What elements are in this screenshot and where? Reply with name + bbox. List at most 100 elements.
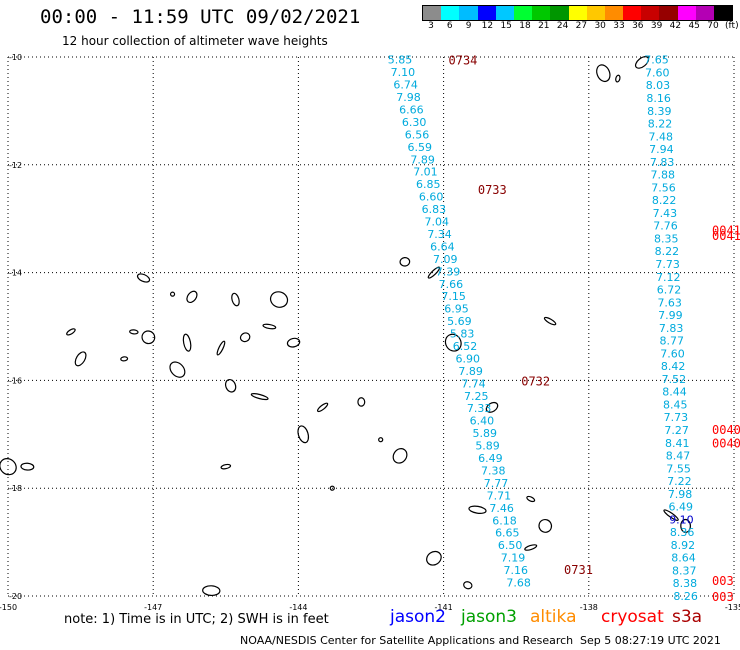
colorbar-swatch: [459, 6, 478, 20]
island-outline: [186, 290, 198, 304]
island-outline: [634, 55, 650, 69]
island-outline: [129, 329, 139, 335]
colorbar-swatch: [659, 6, 678, 20]
island-outline: [220, 463, 232, 470]
swh-value: 7.25: [464, 390, 489, 403]
island-outline: [120, 356, 129, 362]
colorbar-tick: 24: [556, 21, 569, 31]
swh-value: 8.16: [646, 92, 671, 105]
island-outline: [543, 316, 557, 326]
colorbar-swatch: [441, 6, 460, 20]
time-label: 0040: [712, 436, 740, 450]
swh-value: 7.38: [481, 464, 506, 477]
swh-value: 7.89: [410, 153, 435, 166]
colorbar-tick: 12: [481, 21, 494, 31]
swh-value: 6.40: [470, 415, 495, 428]
colorbar-tick: 30: [594, 21, 606, 31]
colorbar-swatch: [532, 6, 551, 20]
swh-value: 7.48: [648, 130, 673, 143]
island-outline: [74, 351, 87, 367]
colorbar-swatch: [641, 6, 660, 20]
island-outline: [399, 257, 411, 267]
swh-value: 8.44: [662, 386, 687, 399]
time-label: 0732: [521, 374, 550, 388]
swh-value: 8.64: [671, 552, 696, 565]
island-outline: [20, 462, 35, 471]
generated-timestamp: Sep 5 08:27:19 UTC 2021: [580, 634, 721, 647]
colorbar-swatch: [586, 6, 605, 20]
swh-value: 6.85: [416, 178, 441, 191]
swh-value: 5.83: [450, 328, 475, 341]
swh-value: 7.77: [484, 477, 509, 490]
swh-value: 7.09: [433, 253, 458, 266]
island-outline: [262, 323, 277, 330]
colorbar-tick: 6: [446, 21, 453, 31]
swh-value: 8.45: [663, 398, 688, 411]
swh-value: 7.60: [645, 66, 670, 79]
swh-value: 6.18: [492, 514, 517, 527]
colorbar-tick-labels: 3 6 9 12 15 18 21 24 27 30 33 36 39 42 45 70 (ft): [422, 21, 740, 33]
swh-value: 8.41: [665, 437, 690, 450]
colorbar-swatch: [568, 6, 587, 20]
credit-line: NOAA/NESDIS Center for Satellite Applica…: [240, 634, 574, 647]
swh-value: 7.83: [650, 156, 675, 169]
swh-value: 7.33: [467, 402, 492, 415]
swh-value: 6.72: [657, 284, 682, 297]
colorbar-tick: (ft): [725, 21, 739, 31]
swh-value: 8.38: [673, 577, 698, 590]
swh-value: 5.89: [475, 440, 500, 453]
map-grid: [7, 56, 735, 597]
legend-s3a: s3a: [672, 607, 703, 627]
swh-value: 8.37: [672, 564, 697, 577]
island-outline: [286, 337, 301, 348]
island-outline: [615, 74, 621, 83]
island-outline: [392, 448, 408, 464]
swh-value: 7.22: [667, 475, 692, 488]
island-outline: [538, 518, 553, 533]
swh-value: 7.63: [657, 296, 682, 309]
colorbar-swatch: [677, 6, 696, 20]
island-outline: [663, 509, 679, 521]
swh-value: 6.65: [495, 527, 520, 540]
island-outline: [485, 401, 499, 413]
altimeter-tracks: 5.857.106.747.986.666.306.566.597.897.01…: [388, 54, 740, 604]
swh-value: 8.35: [654, 232, 679, 245]
colorbar-tick: 45: [688, 21, 700, 31]
swh-value: 8.39: [647, 105, 672, 118]
swh-value: 8.22: [655, 245, 680, 258]
colorbar-swatch: [423, 6, 442, 20]
island-outline: [250, 393, 269, 401]
swh-value: 7.89: [458, 365, 483, 378]
swh-value: 8.36: [670, 526, 695, 539]
swh-value: 7.98: [396, 91, 421, 104]
time-label: 003: [712, 590, 734, 604]
time-label: 0041: [712, 229, 740, 243]
swh-value: 7.19: [501, 552, 526, 565]
colorbar-tick: 70: [707, 21, 719, 31]
swh-value: 7.65: [644, 54, 669, 67]
island-outline: [316, 402, 329, 413]
swh-value: 7.04: [424, 216, 449, 229]
time-label: 0734: [449, 54, 478, 68]
units-note: note: 1) Time is in UTC; 2) SWH is in fe…: [64, 612, 329, 627]
swh-value: 7.16: [504, 564, 529, 577]
swh-value: 7.15: [441, 290, 466, 303]
swh-value: 8.22: [652, 194, 677, 207]
swh-value: 5.85: [388, 54, 413, 67]
colorbar-swatch: [714, 6, 733, 20]
swh-value: 7.34: [427, 228, 452, 241]
lon-label: -138: [580, 603, 598, 612]
swh-value: 7.73: [664, 411, 689, 424]
colorbar-tick: 15: [500, 21, 512, 31]
swh-value: 7.66: [439, 278, 464, 291]
swh-value: 6.64: [430, 240, 455, 253]
swh-value: 6.30: [402, 116, 427, 129]
swh-value: 6.59: [408, 141, 433, 154]
colorbar-swatch: [695, 6, 714, 20]
time-label: 003: [712, 574, 734, 588]
swh-value: 7.98: [668, 488, 693, 501]
swh-value: 7.73: [655, 258, 680, 271]
island-outline: [526, 495, 536, 503]
island-outline: [269, 291, 289, 308]
swh-value: 8.42: [661, 360, 686, 373]
